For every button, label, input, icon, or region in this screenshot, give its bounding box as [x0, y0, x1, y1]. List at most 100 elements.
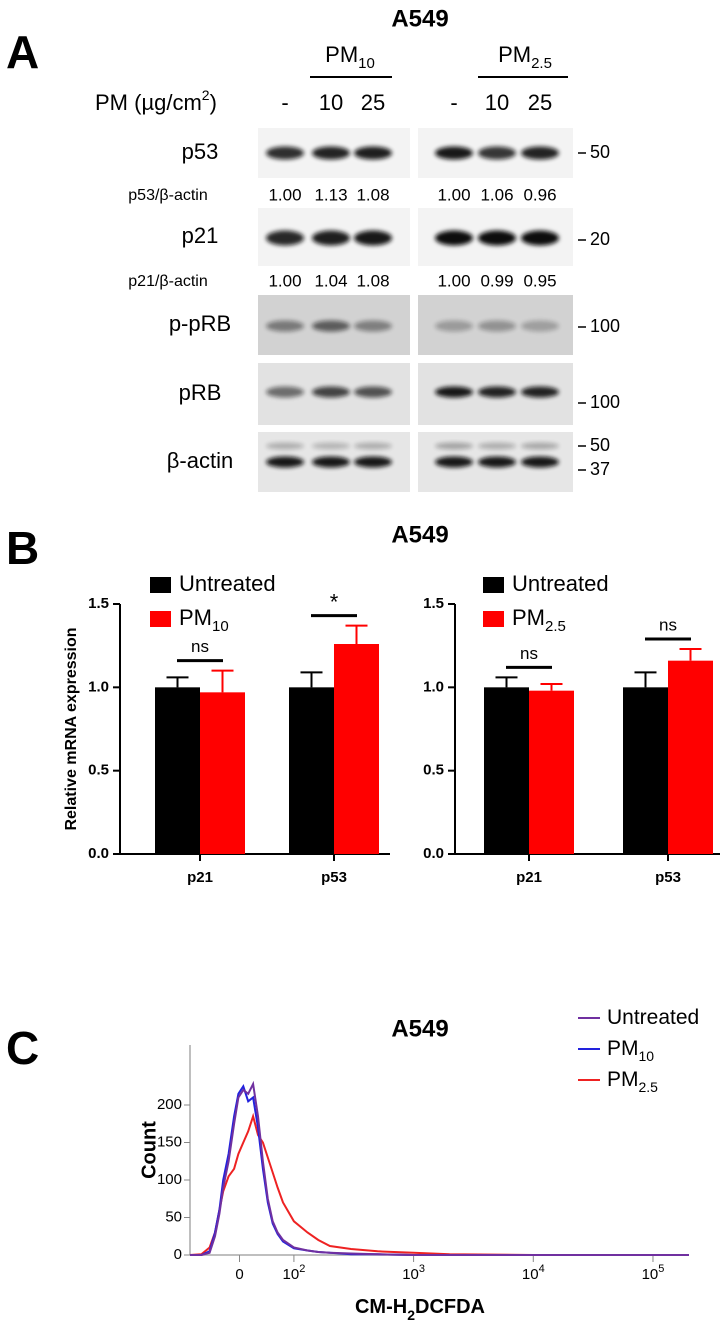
band [521, 386, 559, 398]
error-bar [345, 624, 368, 644]
band [478, 146, 516, 160]
dose: - [450, 90, 457, 115]
marker-label: 50 [590, 142, 610, 162]
dose: 25 [528, 90, 552, 115]
blot-label: β-actin [167, 448, 233, 473]
x-tick-label-part: 3 [419, 1263, 425, 1275]
bar [289, 687, 334, 854]
significance-label: ns [520, 644, 538, 663]
blot-label: p21 [182, 223, 219, 248]
y-tick-label: 0.0 [88, 845, 109, 862]
group-label-part: PM [325, 42, 358, 67]
band [435, 456, 473, 468]
y-tick-label: 100 [157, 1171, 182, 1188]
x-tick-label: p53 [655, 869, 681, 886]
y-axis-label: Relative mRNA expression [63, 627, 80, 830]
significance-label: ns [659, 615, 677, 634]
x-axis-label-part: 2 [407, 1307, 415, 1323]
y-tick-label: 1.0 [423, 678, 444, 695]
band [354, 320, 392, 332]
dose: 25 [361, 90, 385, 115]
x-tick-label-part: 2 [299, 1263, 305, 1275]
legend-label-part: PM [607, 1068, 639, 1091]
legend-label-part: 2.5 [545, 618, 566, 635]
significance-label: * [330, 589, 339, 614]
dose: 10 [485, 90, 509, 115]
x-tick-label-part: 10 [642, 1266, 659, 1283]
band [266, 320, 304, 332]
ratio-name: p53/β-actin [128, 187, 207, 204]
y-tick-label: 1.5 [423, 595, 444, 612]
band [521, 146, 559, 160]
dose-label: PM (µg/cm2) [95, 87, 217, 115]
blot-label: p-pRB [169, 311, 231, 336]
band [312, 146, 350, 160]
panel-label: B [6, 522, 39, 574]
x-tick-label-part: 10 [522, 1266, 539, 1283]
marker-label: 100 [590, 316, 620, 336]
panel-label: C [6, 1022, 39, 1074]
group-label: PM10 [325, 42, 375, 73]
y-tick-label: 0.5 [423, 762, 444, 779]
legend-label-part: Untreated [179, 571, 276, 596]
dose-label-part: PM (µg/cm [95, 90, 202, 115]
panel-title: A549 [391, 521, 448, 548]
x-tick-label: 104 [522, 1263, 545, 1283]
x-tick-label: p21 [516, 869, 542, 886]
x-tick-label-part: 10 [402, 1266, 419, 1283]
x-tick-label: p21 [187, 869, 213, 886]
group-label-part: PM [498, 42, 531, 67]
legend-label-part: PM [512, 605, 545, 630]
legend-label: Untreated [607, 1006, 699, 1029]
ratio-name: p21/β-actin [128, 273, 207, 290]
bar [200, 692, 245, 854]
bar [334, 644, 379, 854]
marker-label: 37 [590, 459, 610, 479]
band [478, 456, 516, 468]
y-tick-label: 0.5 [88, 762, 109, 779]
legend-label-part: 10 [212, 618, 229, 635]
marker-label: 50 [590, 435, 610, 455]
x-tick-label: 102 [283, 1263, 306, 1283]
x-tick-label-part: 10 [283, 1266, 300, 1283]
error-bar [495, 676, 518, 688]
y-tick-label: 1.0 [88, 678, 109, 695]
panel-title: A549 [391, 5, 448, 32]
bar [155, 687, 200, 854]
y-tick-label: 150 [157, 1133, 182, 1150]
dose-label-part: ) [210, 90, 217, 115]
x-tick-label-part: 5 [658, 1263, 664, 1275]
x-tick-label: 0 [235, 1266, 243, 1283]
band [435, 230, 473, 246]
ratio-value: 0.99 [480, 271, 513, 290]
ratio-value: 1.08 [356, 271, 389, 290]
bar [484, 687, 529, 854]
y-tick-label: 200 [157, 1096, 182, 1113]
band [266, 386, 304, 398]
band [478, 386, 516, 398]
ratio-value: 1.04 [314, 271, 347, 290]
ratio-value: 1.08 [356, 185, 389, 204]
dose-label-part: 2 [202, 87, 210, 103]
marker-label: 100 [590, 392, 620, 412]
band [354, 146, 392, 160]
histogram-line [190, 1080, 689, 1256]
band [354, 456, 392, 468]
legend-label: PM2.5 [607, 1068, 658, 1095]
group-label-part: 10 [358, 55, 375, 72]
ratio-value: 0.96 [523, 185, 556, 204]
bar [623, 687, 668, 854]
ratio-value: 1.13 [314, 185, 347, 204]
legend-swatch [150, 577, 171, 593]
chart-title: A549 [391, 1015, 448, 1042]
y-tick-label: 0 [174, 1246, 182, 1263]
legend-label-part: Untreated [607, 1006, 699, 1029]
ratio-value: 1.00 [268, 271, 301, 290]
band [478, 320, 516, 332]
blot-label: pRB [179, 380, 222, 405]
group-label-part: 2.5 [531, 55, 552, 72]
error-bar [300, 671, 323, 688]
y-axis-label: Count [138, 1121, 160, 1179]
band [521, 442, 559, 450]
blot-label: p53 [182, 139, 219, 164]
